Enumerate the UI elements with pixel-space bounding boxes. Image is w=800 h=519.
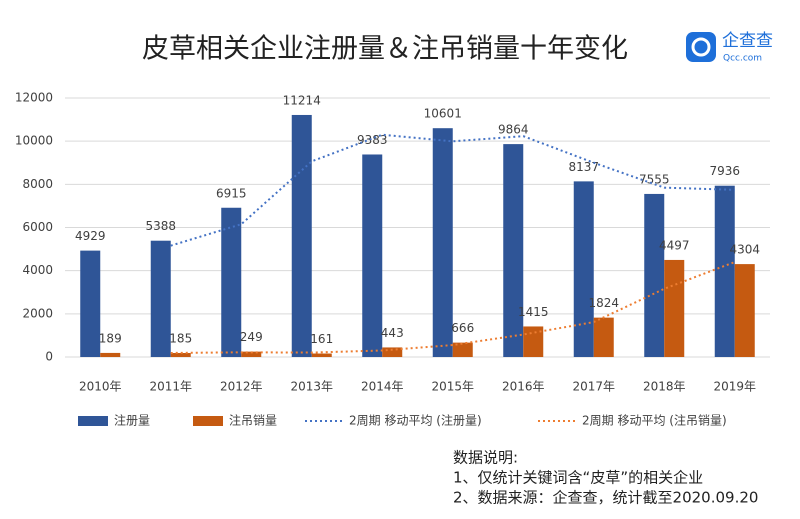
data-label: 443 xyxy=(381,326,404,340)
data-label: 7555 xyxy=(639,172,670,186)
bar xyxy=(734,264,755,357)
data-label: 9383 xyxy=(357,133,388,147)
data-label: 249 xyxy=(240,330,263,344)
legend-swatch xyxy=(78,416,108,426)
data-label: 10601 xyxy=(424,107,462,121)
bar xyxy=(503,144,524,357)
data-label: 4497 xyxy=(659,238,690,252)
x-tick-label: 2012年 xyxy=(220,380,263,394)
bar xyxy=(432,128,453,357)
bar xyxy=(221,207,242,357)
bar xyxy=(573,181,594,357)
y-tick-label: 0 xyxy=(45,350,53,364)
legend-label: 注吊销量 xyxy=(229,413,277,428)
bar xyxy=(523,326,544,357)
bar xyxy=(170,353,191,357)
data-label: 4304 xyxy=(729,243,760,257)
note: 2、数据来源：企查查，统计截至2020.09.20 xyxy=(453,489,758,507)
bar xyxy=(362,154,383,357)
y-tick-label: 4000 xyxy=(22,263,53,277)
x-tick-label: 2019年 xyxy=(713,380,756,394)
legend-label: 2周期 移动平均 (注册量) xyxy=(349,413,482,428)
y-tick-label: 10000 xyxy=(15,134,53,148)
logo-name: 企查查 xyxy=(722,31,773,51)
data-label: 5388 xyxy=(145,219,176,233)
logo-icon xyxy=(686,32,716,62)
x-tick-label: 2015年 xyxy=(431,380,474,394)
bar xyxy=(644,193,665,357)
legend-label: 2周期 移动平均 (注吊销量) xyxy=(582,413,727,428)
data-label: 1415 xyxy=(518,305,549,319)
bar xyxy=(452,342,473,357)
y-tick-label: 8000 xyxy=(22,177,53,191)
bar xyxy=(714,185,735,357)
x-tick-label: 2011年 xyxy=(149,380,192,394)
bar xyxy=(100,352,121,357)
data-label: 4929 xyxy=(75,229,106,243)
bar xyxy=(311,353,332,357)
notes: 数据说明: 1、仅统计关键词含“皮草”的相关企业 2、数据来源：企查查，统计截至… xyxy=(453,449,758,507)
data-label: 11214 xyxy=(283,93,321,107)
bar xyxy=(382,347,403,357)
data-label: 7936 xyxy=(709,164,740,178)
data-label: 9864 xyxy=(498,123,529,137)
bar xyxy=(80,250,101,357)
data-label: 185 xyxy=(169,332,192,346)
legend-swatch xyxy=(193,416,223,426)
bar xyxy=(593,317,614,357)
y-tick-label: 6000 xyxy=(22,220,53,234)
bar xyxy=(241,351,262,357)
legend-label: 注册量 xyxy=(114,413,150,428)
bar xyxy=(150,240,171,357)
x-tick-label: 2017年 xyxy=(572,380,615,394)
x-tick-label: 2018年 xyxy=(643,380,686,394)
data-label: 189 xyxy=(99,331,122,345)
data-label: 8137 xyxy=(568,160,599,174)
note: 1、仅统计关键词含“皮草”的相关企业 xyxy=(453,469,703,487)
chart-title: 皮草相关企业注册量＆注吊销量十年变化 xyxy=(142,34,628,65)
data-label: 666 xyxy=(451,321,474,335)
x-tick-label: 2016年 xyxy=(502,380,545,394)
y-tick-label: 2000 xyxy=(22,306,53,320)
note: 数据说明: xyxy=(453,449,518,467)
logo: 企查查 Qcc.com xyxy=(686,31,773,64)
data-label: 161 xyxy=(310,332,333,346)
y-tick-label: 12000 xyxy=(15,91,53,105)
x-tick-label: 2014年 xyxy=(361,380,404,394)
x-tick-label: 2010年 xyxy=(79,380,122,394)
moving-average-line xyxy=(170,133,735,247)
data-label: 6915 xyxy=(216,186,247,200)
x-tick-label: 2013年 xyxy=(290,380,333,394)
bar xyxy=(664,259,685,357)
logo-url: Qcc.com xyxy=(723,54,762,64)
bar xyxy=(291,114,312,357)
data-label: 1824 xyxy=(588,296,619,310)
logo-ring xyxy=(691,37,711,57)
